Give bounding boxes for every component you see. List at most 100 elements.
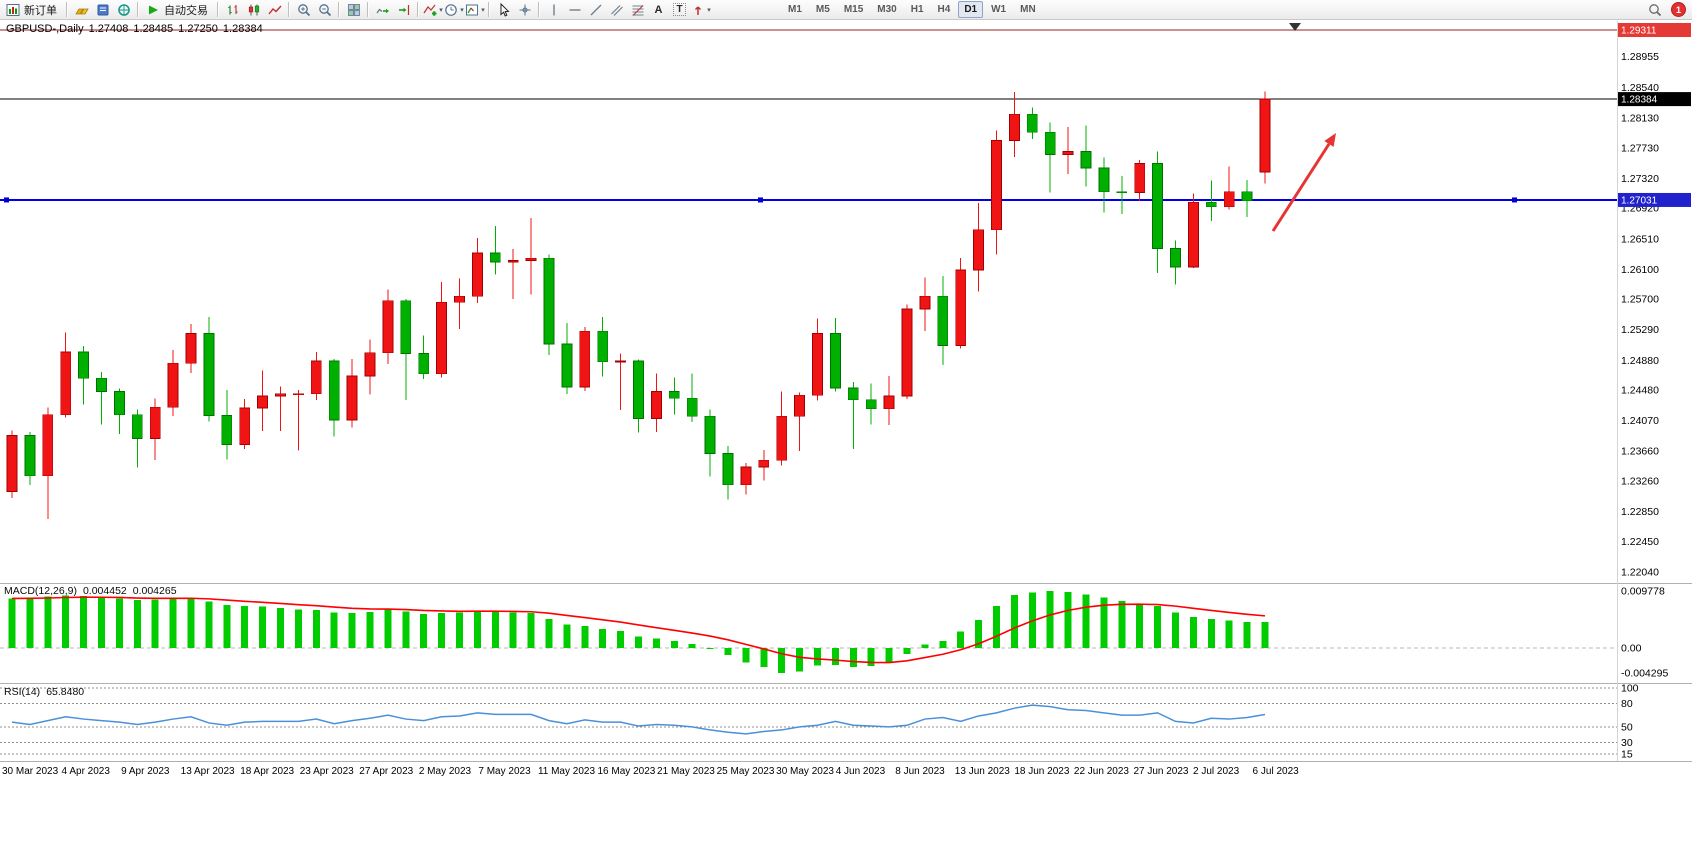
autotrade-label[interactable]: 自动交易: [164, 4, 208, 17]
svg-text:1.22850: 1.22850: [1621, 506, 1659, 518]
trend-arrow[interactable]: [1271, 133, 1336, 232]
svg-text:1.28130: 1.28130: [1621, 113, 1659, 125]
svg-text:2 May 2023: 2 May 2023: [419, 766, 472, 777]
price-axis: 1.289551.285401.281301.277301.273201.269…: [1618, 23, 1691, 579]
toolbar: 新订单 自动交易: [0, 0, 1692, 20]
chart-symbol-ohlc: GBPUSD-,Daily 1.27408 1.28485 1.27250 1.2838…: [6, 23, 268, 35]
svg-text:1.24070: 1.24070: [1621, 415, 1659, 427]
cursor-icon[interactable]: [493, 1, 514, 19]
timeframe-button-m15[interactable]: M15: [843, 4, 864, 15]
templates-icon[interactable]: ▾: [464, 1, 485, 19]
toolbar-separator: [288, 2, 290, 17]
svg-text:1.27031: 1.27031: [1621, 195, 1658, 206]
time-axis: 30 Mar 2023 4 Apr 2023 9 Apr 2023 13 Apr 20…: [2, 766, 1299, 777]
channel-tool-icon[interactable]: [606, 1, 627, 19]
bar-chart-mode-icon[interactable]: [222, 1, 243, 19]
timeframe-button-mn[interactable]: MN: [1020, 4, 1036, 15]
svg-text:1.23660: 1.23660: [1621, 446, 1659, 458]
chart-shift-icon[interactable]: [393, 1, 414, 19]
timeframe-group: M1 M5 M15 M30 H1 H4 D1 W1 MN: [781, 1, 1043, 18]
svg-text:2 Jul 2023: 2 Jul 2023: [1193, 766, 1240, 777]
svg-text:50: 50: [1621, 721, 1633, 733]
timeframe-button-m30[interactable]: M30: [877, 4, 897, 15]
trendline-tool-icon[interactable]: [585, 1, 606, 19]
ohlc-high: 1.28485: [133, 23, 174, 35]
toolbar-separator: [137, 2, 139, 17]
new-order-icon[interactable]: [2, 1, 23, 19]
line-chart-mode-icon[interactable]: [264, 1, 285, 19]
svg-text:1.26510: 1.26510: [1621, 233, 1659, 245]
timeframe-button-m1[interactable]: M1: [788, 4, 802, 15]
toolbar-separator: [367, 2, 369, 17]
crosshair-icon[interactable]: [514, 1, 535, 19]
auto-scroll-icon[interactable]: [372, 1, 393, 19]
timeframe-button-w1[interactable]: W1: [991, 4, 1007, 15]
candlestick-mode-icon[interactable]: [243, 1, 264, 19]
macd-main-value: 0.004452: [82, 585, 127, 597]
tile-windows-icon[interactable]: [343, 1, 364, 19]
svg-text:15: 15: [1621, 749, 1633, 761]
ohlc-low: 1.27250: [178, 23, 218, 35]
new-order-label[interactable]: 新订单: [24, 4, 57, 17]
periods-clock-icon[interactable]: ▾: [443, 1, 464, 19]
data-window-icon[interactable]: [92, 1, 113, 19]
svg-text:1.25290: 1.25290: [1621, 324, 1659, 336]
toolbar-right: 1: [1644, 1, 1686, 19]
svg-text:1.29311: 1.29311: [1621, 26, 1657, 37]
fibonacci-tool-icon[interactable]: [627, 1, 648, 19]
chart-shift-marker[interactable]: [1289, 23, 1301, 31]
arrows-tool-icon[interactable]: ▾: [690, 1, 711, 19]
svg-text:6 Jul 2023: 6 Jul 2023: [1253, 766, 1300, 777]
ohlc-close: 1.28384: [222, 23, 263, 35]
svg-text:22 Jun 2023: 22 Jun 2023: [1074, 766, 1129, 777]
notification-badge[interactable]: 1: [1671, 2, 1686, 17]
svg-text:18 Jun 2023: 18 Jun 2023: [1014, 766, 1069, 777]
candles-layer[interactable]: [6, 91, 1271, 520]
chevron-down-icon[interactable]: ▾: [460, 6, 464, 14]
toolbar-separator: [538, 2, 540, 17]
market-watch-icon[interactable]: [71, 1, 92, 19]
svg-text:1.23260: 1.23260: [1621, 476, 1659, 488]
chevron-down-icon[interactable]: ▾: [707, 6, 711, 14]
search-icon[interactable]: [1644, 1, 1665, 19]
horizontal-price-lines[interactable]: [0, 29, 1617, 203]
svg-text:1.27730: 1.27730: [1621, 142, 1659, 154]
macd-pane: 0.009778 0.00 -0.004295: [0, 585, 1668, 680]
svg-text:4 Jun 2023: 4 Jun 2023: [836, 766, 886, 777]
chevron-down-icon[interactable]: ▾: [439, 6, 443, 14]
toolbar-separator: [217, 2, 219, 17]
zoom-in-icon[interactable]: [293, 1, 314, 19]
chevron-down-icon[interactable]: ▾: [481, 6, 485, 14]
toolbar-separator: [488, 2, 490, 17]
svg-text:4 Apr 2023: 4 Apr 2023: [62, 766, 111, 777]
svg-text:0.009778: 0.009778: [1621, 585, 1665, 597]
svg-text:13 Jun 2023: 13 Jun 2023: [955, 766, 1010, 777]
text-tool-icon[interactable]: A: [654, 3, 663, 16]
autotrade-play-icon[interactable]: [142, 1, 163, 19]
svg-text:1.28955: 1.28955: [1621, 51, 1659, 63]
toolbar-separator: [66, 2, 68, 17]
svg-text:-0.004295: -0.004295: [1621, 668, 1668, 680]
timeframe-button-h1[interactable]: H1: [910, 4, 924, 15]
horizontal-line-tool-icon[interactable]: [564, 1, 585, 19]
svg-text:8 Jun 2023: 8 Jun 2023: [895, 766, 945, 777]
pane-separators: [0, 21, 1692, 762]
vertical-line-tool-icon[interactable]: [543, 1, 564, 19]
rsi-value: 65.8480: [46, 686, 85, 698]
timeframe-button-d1[interactable]: D1: [958, 1, 984, 18]
timeframe-button-m5[interactable]: M5: [815, 4, 830, 15]
svg-text:1.24480: 1.24480: [1621, 385, 1659, 397]
ohlc-open: 1.27408: [88, 23, 129, 35]
toolbar-separator: [338, 2, 340, 17]
svg-text:1.26100: 1.26100: [1621, 264, 1659, 276]
zoom-out-icon[interactable]: [314, 1, 335, 19]
text-label-tool-icon[interactable]: T: [669, 1, 690, 19]
svg-text:30 May 2023: 30 May 2023: [776, 766, 834, 777]
svg-text:18 Apr 2023: 18 Apr 2023: [240, 766, 294, 777]
indicators-icon[interactable]: ▾: [422, 1, 443, 19]
timeframe-button-h4[interactable]: H4: [937, 4, 951, 15]
line-handle: [4, 197, 9, 203]
navigator-globe-icon[interactable]: [113, 1, 134, 19]
